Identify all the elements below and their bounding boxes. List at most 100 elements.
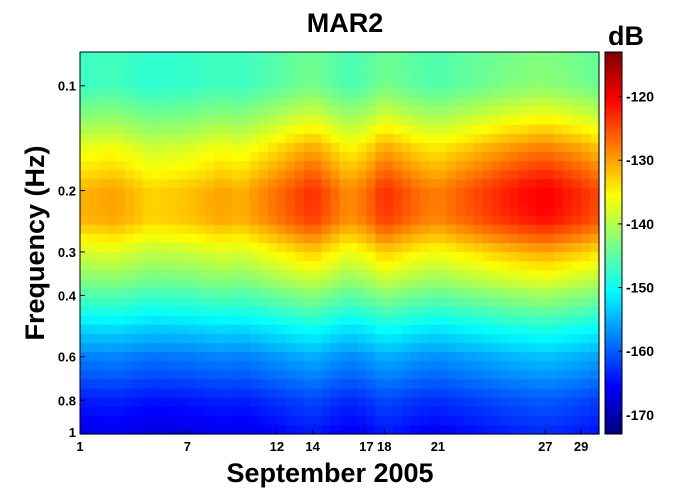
heatmap-cell [500, 233, 511, 244]
heatmap-cell [518, 224, 529, 235]
heatmap-cell [455, 170, 466, 180]
heatmap-cell [223, 215, 233, 226]
heatmap-cell [572, 306, 582, 317]
heatmap-cell [500, 370, 511, 381]
heatmap-cell [285, 306, 296, 317]
heatmap-cell [160, 170, 171, 180]
heatmap-cell [187, 124, 197, 135]
heatmap-cell [527, 261, 537, 271]
heatmap-cell [133, 352, 144, 362]
heatmap-cell [455, 361, 466, 371]
heatmap-cell [446, 197, 457, 208]
heatmap-cell [446, 352, 457, 362]
heatmap-cell [303, 352, 314, 362]
heatmap-cell [563, 206, 573, 217]
heatmap-cell [446, 233, 457, 244]
heatmap-cell [473, 70, 484, 80]
heatmap-cell [572, 133, 582, 144]
heatmap-cell [554, 179, 564, 190]
heatmap-cell [366, 333, 376, 344]
heatmap-cell [375, 279, 385, 290]
heatmap-cell [294, 206, 305, 217]
heatmap-cell [142, 406, 153, 417]
heatmap-cell [232, 106, 242, 117]
heatmap-cell [581, 333, 591, 344]
heatmap-cell [536, 106, 546, 117]
heatmap-cell [196, 61, 206, 71]
heatmap-cell [348, 152, 358, 162]
heatmap-cell [393, 142, 403, 153]
heatmap-cell [455, 261, 466, 271]
heatmap-cell [473, 52, 484, 62]
heatmap-cell [258, 406, 269, 417]
heatmap-cell [258, 106, 269, 117]
heatmap-cell [160, 406, 171, 417]
heatmap-cell [285, 379, 296, 390]
heatmap-cell [214, 142, 224, 153]
heatmap-cell [563, 370, 573, 381]
heatmap-cell [115, 397, 126, 408]
heatmap-cell [428, 142, 439, 153]
heatmap-cell [124, 152, 135, 162]
heatmap-cell [160, 424, 171, 435]
heatmap-cell [214, 215, 224, 226]
heatmap-cell [554, 333, 564, 344]
heatmap-cell [133, 52, 144, 62]
heatmap-cell [563, 288, 573, 299]
heatmap-cell [509, 243, 520, 253]
heatmap-cell [545, 379, 555, 390]
heatmap-cell [491, 70, 502, 80]
heatmap-cell [536, 297, 546, 308]
heatmap-cell [357, 233, 367, 244]
heatmap-cell [411, 315, 421, 326]
heatmap-cell [402, 243, 412, 253]
heatmap-cell [115, 152, 126, 162]
colorbar-tick-label: -170 [626, 407, 654, 423]
heatmap-cell [455, 206, 466, 217]
heatmap-cell [214, 52, 224, 62]
heatmap-cell [357, 297, 367, 308]
heatmap-cell [437, 170, 448, 180]
heatmap-cell [178, 106, 188, 117]
heatmap-cell [527, 197, 537, 208]
heatmap-cell [527, 170, 537, 180]
heatmap-cell [151, 261, 162, 271]
heatmap-cell [88, 306, 99, 317]
heatmap-cell [115, 388, 126, 399]
heatmap-cell [437, 133, 448, 144]
heatmap-cell [80, 133, 90, 144]
heatmap-cell [80, 206, 90, 217]
heatmap-cell [590, 179, 600, 190]
heatmap-cell [133, 270, 144, 280]
heatmap-cell [375, 161, 385, 171]
heatmap-cell [312, 197, 323, 208]
heatmap-cell [321, 161, 332, 171]
heatmap-cell [536, 61, 546, 71]
heatmap-cell [500, 133, 511, 144]
heatmap-cell [464, 333, 475, 344]
heatmap-cell [205, 261, 215, 271]
heatmap-cell [321, 324, 332, 335]
heatmap-cell [473, 324, 484, 335]
heatmap-cell [106, 388, 117, 399]
heatmap-cell [241, 261, 251, 271]
heatmap-cell [258, 152, 269, 162]
heatmap-cell [384, 406, 394, 417]
heatmap-cell [428, 197, 439, 208]
heatmap-cell [196, 197, 206, 208]
heatmap-cell [106, 206, 117, 217]
heatmap-cell [393, 179, 403, 190]
heatmap-cell [375, 361, 385, 371]
heatmap-cell [276, 297, 287, 308]
heatmap-cell [455, 97, 466, 108]
heatmap-cell [357, 397, 367, 408]
heatmap-cell [142, 343, 153, 353]
heatmap-cell [312, 152, 323, 162]
heatmap-cell [258, 415, 269, 426]
heatmap-cell [464, 106, 475, 117]
heatmap-cell [133, 315, 144, 326]
heatmap-cell [160, 224, 171, 235]
heatmap-cell [384, 79, 394, 89]
heatmap-cell [187, 288, 197, 299]
heatmap-cell [133, 279, 144, 290]
